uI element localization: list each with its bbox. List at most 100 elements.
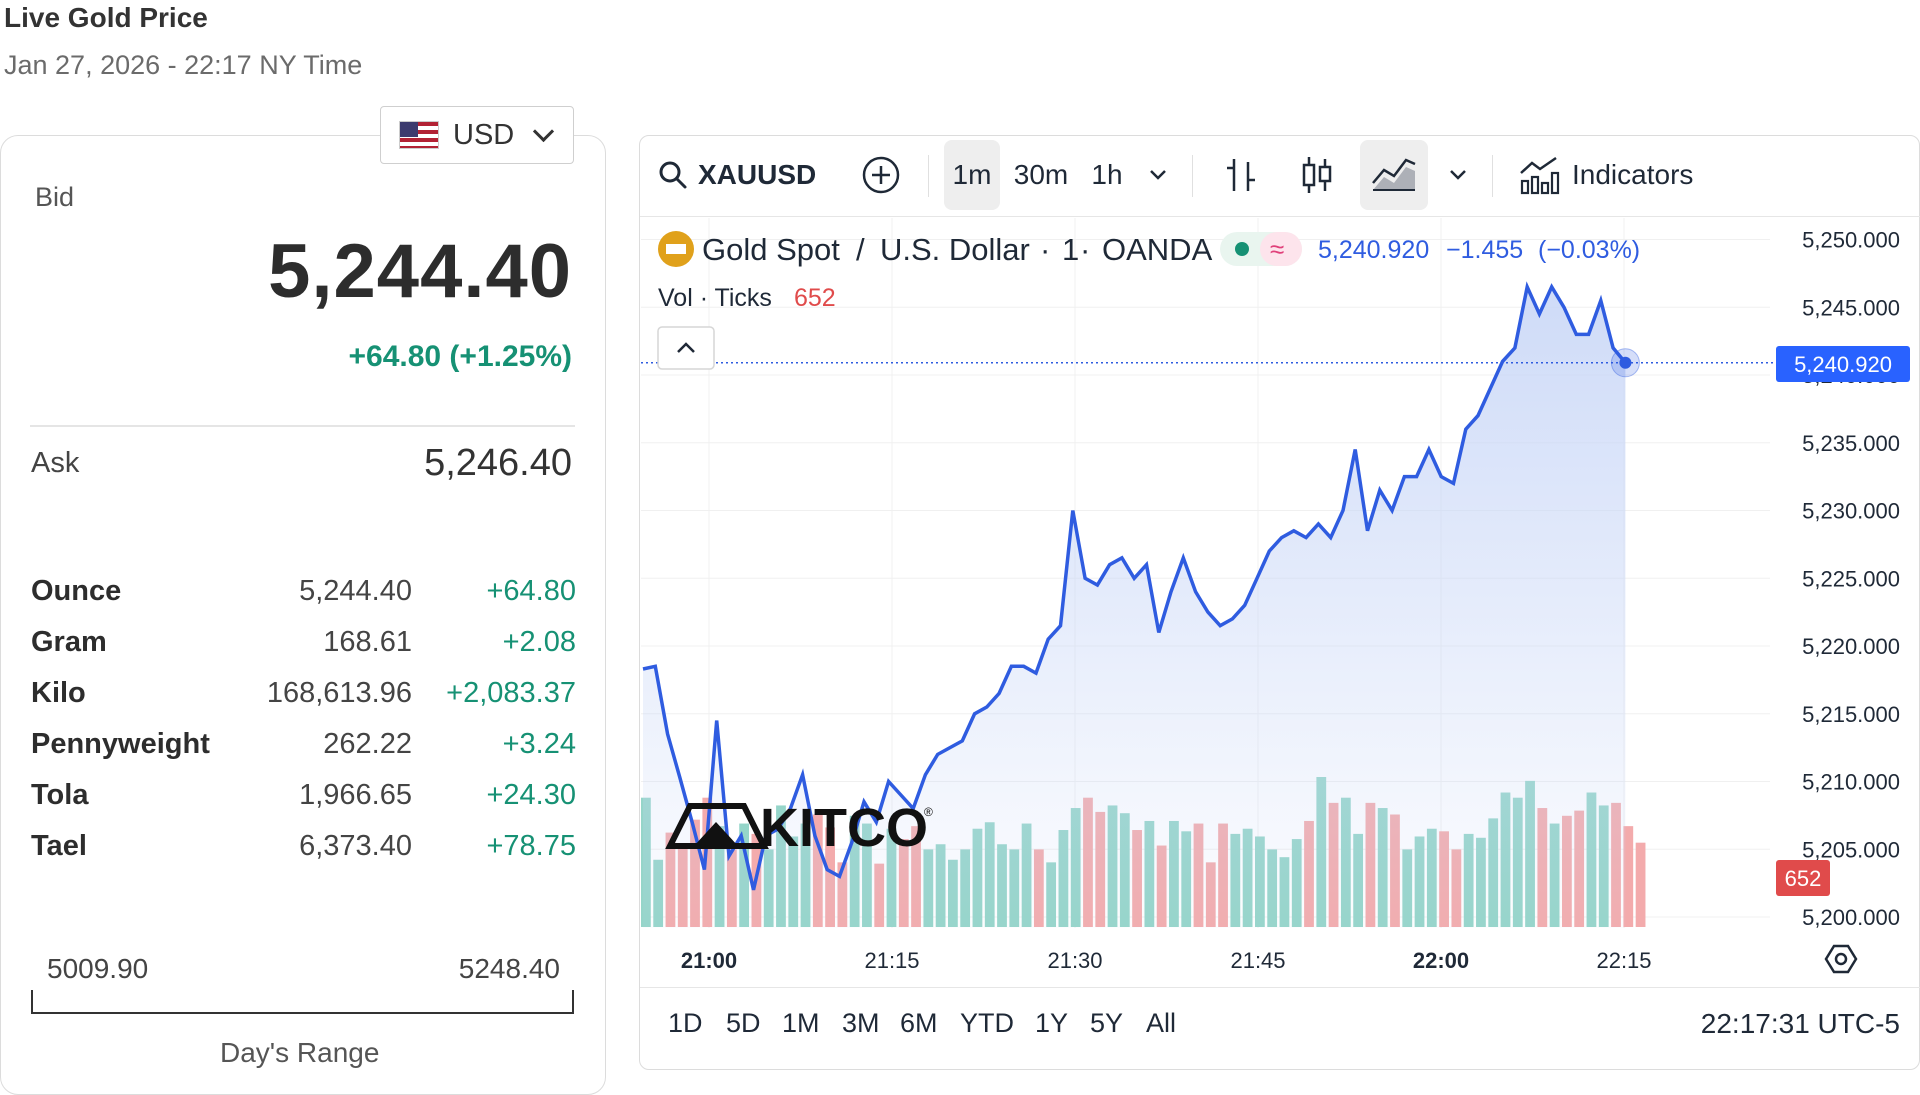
bid-price: 5,244.40 bbox=[268, 229, 572, 314]
unit-name: Pennyweight bbox=[31, 728, 210, 760]
last-volume-badge: 652 bbox=[1776, 860, 1830, 896]
interval-1h[interactable]: 1h bbox=[1091, 159, 1123, 190]
kitco-logo-text: KITCO bbox=[760, 798, 928, 858]
unit-row-tael: Tael 6,373.40 +78.75 bbox=[31, 830, 576, 870]
y-tick-label: 5,220.000 bbox=[1802, 634, 1900, 659]
legend-symbol-name: Gold Spot bbox=[702, 232, 840, 267]
bid-label: Bid bbox=[35, 182, 75, 212]
search-icon bbox=[659, 161, 687, 189]
x-tick-label: 22:15 bbox=[1596, 948, 1651, 973]
quote-card bbox=[0, 135, 606, 1095]
unit-price: 5,244.40 bbox=[299, 575, 412, 607]
unit-name: Tola bbox=[31, 779, 89, 811]
unit-change: +24.30 bbox=[486, 779, 576, 811]
collapse-legend-button[interactable] bbox=[657, 326, 715, 370]
symbol-search[interactable]: XAUUSD bbox=[658, 140, 828, 210]
range-1d[interactable]: 1D bbox=[668, 1008, 703, 1038]
unit-price: 168.61 bbox=[323, 626, 412, 658]
indicators-label: Indicators bbox=[1572, 159, 1694, 190]
unit-price: 168,613.96 bbox=[266, 677, 412, 709]
y-tick-label: 5,230.000 bbox=[1802, 499, 1900, 524]
timestamp: Jan 27, 2026 - 22:17 NY Time bbox=[4, 50, 363, 80]
legend-dot: · bbox=[1040, 232, 1050, 267]
area-style-button[interactable] bbox=[1360, 140, 1428, 210]
y-tick-label: 5,205.000 bbox=[1802, 837, 1900, 862]
unit-row-gram: Gram 168.61 +2.08 bbox=[31, 626, 576, 666]
ohlc-bars-icon bbox=[1227, 159, 1255, 191]
toolbar-separator bbox=[1492, 155, 1493, 197]
divider bbox=[30, 425, 575, 427]
area-chart-icon bbox=[1372, 158, 1416, 191]
last-price-badge: 5,240.920 bbox=[1776, 346, 1910, 382]
x-tick-label: 21:45 bbox=[1230, 948, 1285, 973]
range-ytd[interactable]: YTD bbox=[960, 1008, 1014, 1038]
volume-bar bbox=[1635, 842, 1646, 927]
legend-source: OANDA bbox=[1102, 232, 1213, 267]
unit-price: 1,966.65 bbox=[299, 779, 412, 811]
y-tick-label: 5,235.000 bbox=[1802, 431, 1900, 456]
range-6m[interactable]: 6M bbox=[900, 1008, 938, 1038]
legend-last: 5,240.920 bbox=[1318, 236, 1429, 264]
compare-button[interactable] bbox=[858, 140, 904, 210]
x-tick-label: 22:00 bbox=[1413, 948, 1469, 973]
unit-row-tola: Tola 1,966.65 +24.30 bbox=[31, 779, 576, 819]
unit-change: +3.24 bbox=[502, 728, 576, 760]
range-1y[interactable]: 1Y bbox=[1035, 1008, 1069, 1038]
unit-name: Gram bbox=[31, 626, 107, 658]
chevron-down-icon bbox=[1450, 170, 1466, 180]
chart-style-dropdown[interactable] bbox=[1440, 140, 1476, 210]
legend-slash: / bbox=[856, 232, 865, 267]
ask-price: 5,246.40 bbox=[424, 442, 572, 484]
unit-name: Kilo bbox=[31, 677, 86, 709]
range-label: Day's Range bbox=[220, 1037, 380, 1068]
unit-change: +2.08 bbox=[502, 626, 576, 658]
time-readout: 22:17:31 UTC-5 bbox=[1700, 1008, 1900, 1039]
indicators-button[interactable]: Indicators bbox=[1518, 140, 1708, 210]
range-1m[interactable]: 1M bbox=[782, 1008, 820, 1038]
y-tick-label: 5,225.000 bbox=[1802, 566, 1900, 591]
chevron-down-icon bbox=[1150, 170, 1166, 180]
x-tick-label: 21:00 bbox=[681, 948, 737, 973]
indicators-icon bbox=[1520, 156, 1560, 195]
range-bar bbox=[31, 990, 574, 1014]
interval-dropdown[interactable] bbox=[1140, 140, 1176, 210]
range-5d[interactable]: 5D bbox=[726, 1008, 761, 1038]
interval-1m[interactable]: 1m bbox=[944, 140, 1000, 210]
page-title: Live Gold Price bbox=[4, 2, 208, 33]
x-tick-label: 21:15 bbox=[864, 948, 919, 973]
gold-bar-glyph bbox=[666, 244, 686, 254]
us-flag-icon bbox=[399, 121, 439, 149]
ask-label: Ask bbox=[31, 447, 80, 479]
currency-label: USD bbox=[453, 118, 515, 151]
y-tick-label: 5,245.000 bbox=[1802, 295, 1900, 320]
candle-style-button[interactable] bbox=[1292, 140, 1342, 210]
range-5y[interactable]: 5Y bbox=[1090, 1008, 1124, 1038]
unit-price: 262.22 bbox=[323, 728, 412, 760]
unit-change: +2,083.37 bbox=[446, 677, 576, 709]
last-volume-badge-text: 652 bbox=[1785, 866, 1822, 891]
chart-settings-icon[interactable] bbox=[1824, 944, 1858, 974]
toolbar-separator bbox=[1192, 155, 1193, 197]
unit-name: Ounce bbox=[31, 575, 122, 607]
currency-dropdown[interactable]: USD bbox=[380, 106, 574, 164]
interval-30m[interactable]: 30m bbox=[1013, 159, 1069, 190]
volume-bar bbox=[1623, 826, 1634, 927]
range-low: 5009.90 bbox=[47, 953, 149, 984]
svg-text:®: ® bbox=[924, 805, 933, 819]
price-chart[interactable]: 5,250.0005,245.0005,240.0005,235.0005,23… bbox=[0, 0, 1920, 1070]
x-tick-label: 21:30 bbox=[1047, 948, 1102, 973]
range-high: 5248.40 bbox=[458, 953, 560, 984]
bar-style-button[interactable] bbox=[1216, 140, 1266, 210]
range-all[interactable]: All bbox=[1146, 1008, 1177, 1038]
plus-circle-icon bbox=[862, 156, 900, 194]
chevron-up-icon bbox=[677, 342, 695, 353]
legend-interval: 1 bbox=[1062, 232, 1079, 267]
legend-dot-2: · bbox=[1080, 232, 1090, 267]
range-3m[interactable]: 3M bbox=[842, 1008, 880, 1038]
candlestick-icon bbox=[1302, 157, 1332, 193]
y-tick-label: 5,250.000 bbox=[1802, 228, 1900, 253]
unit-change: +78.75 bbox=[486, 830, 576, 862]
price-area bbox=[643, 286, 1626, 928]
y-tick-label: 5,215.000 bbox=[1802, 702, 1900, 727]
chart-legend: Gold Spot / U.S. Dollar · 1 · OANDA ≈ 5,… bbox=[658, 231, 1640, 312]
